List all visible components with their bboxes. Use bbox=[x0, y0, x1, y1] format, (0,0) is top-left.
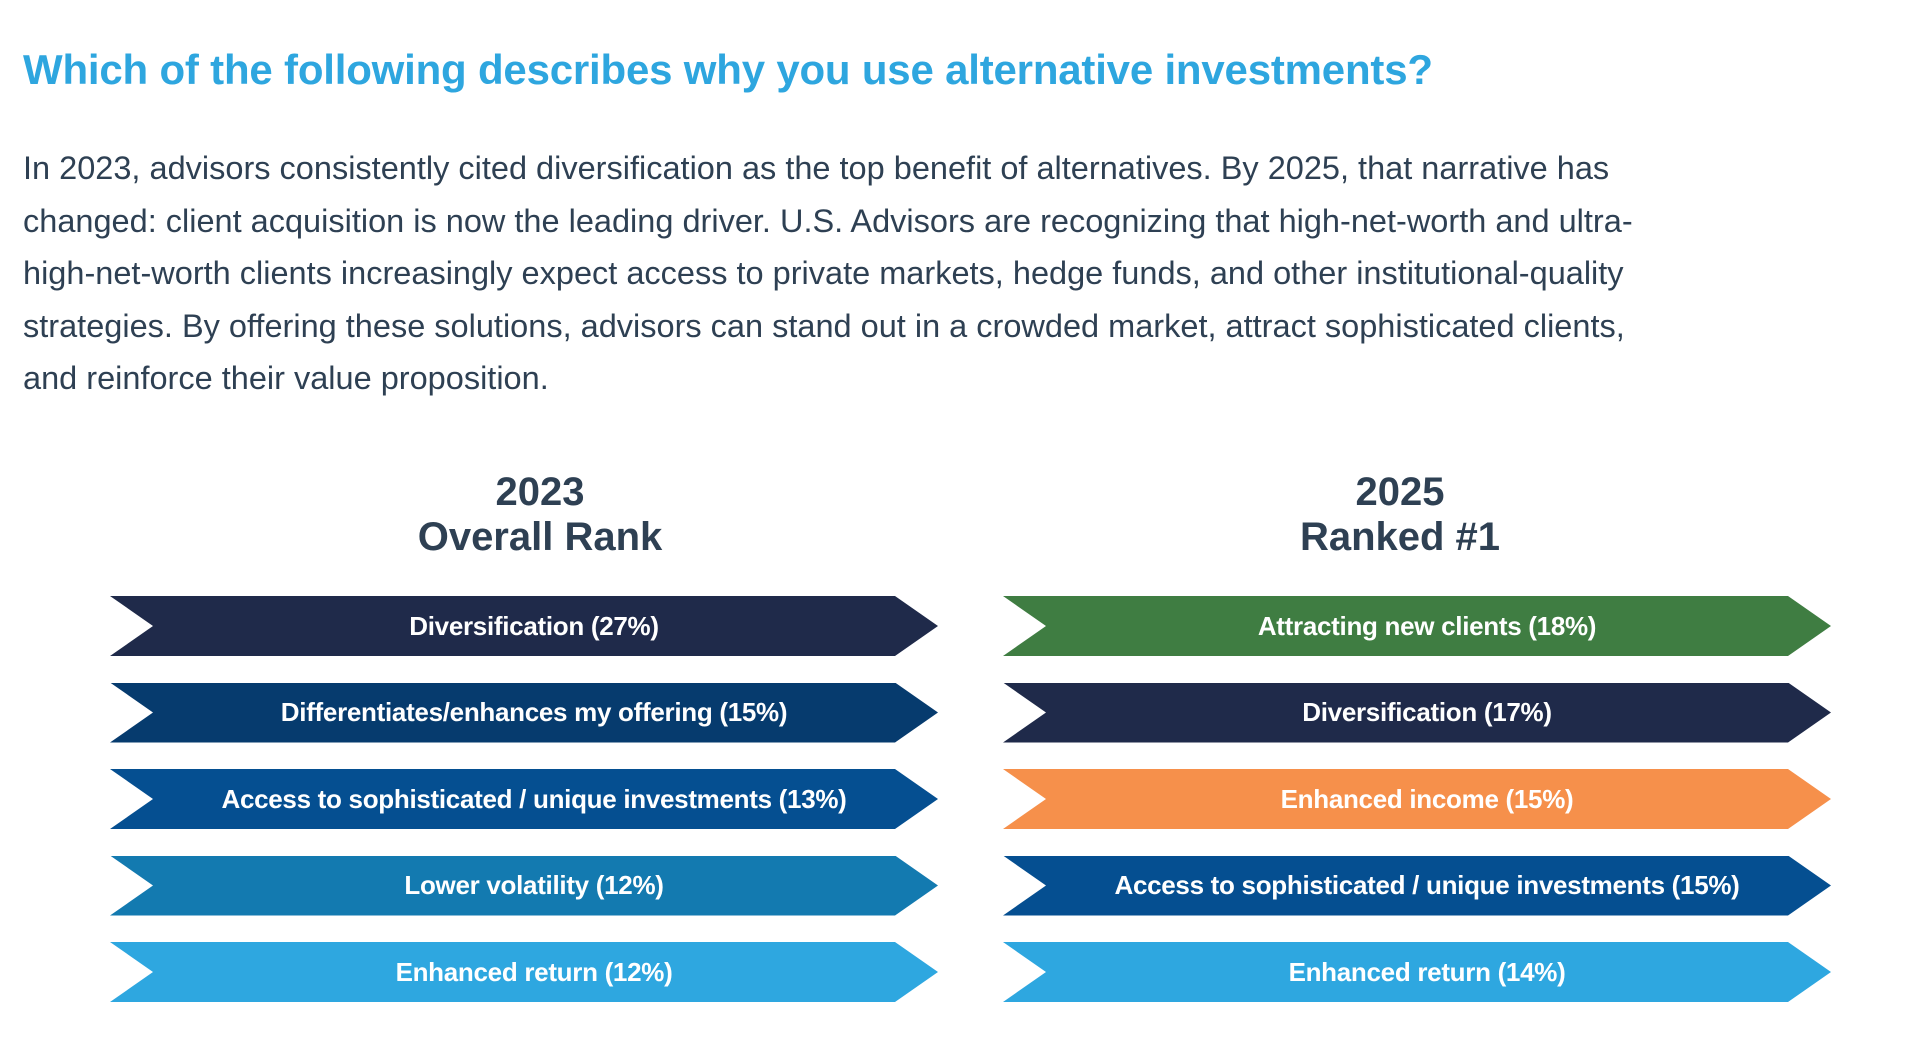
column-subtitle: Ranked #1 bbox=[1299, 515, 1501, 559]
intro-line: high-net-worth clients increasingly expe… bbox=[23, 255, 1624, 292]
intro-line: changed: client acquisition is now the l… bbox=[23, 202, 1633, 239]
rank-arrow-bar: Differentiates/enhances my offering (15%… bbox=[110, 683, 938, 743]
rank-arrow-bar: Diversification (17%) bbox=[1003, 683, 1831, 743]
ranking-list-2023: Diversification (27%) Differentiates/enh… bbox=[110, 596, 938, 1029]
column-subtitle: Overall Rank bbox=[417, 515, 663, 559]
rank-arrow-bar: Enhanced return (14%) bbox=[1003, 942, 1831, 1002]
rank-arrow-bar: Enhanced income (15%) bbox=[1003, 769, 1831, 829]
intro-line: strategies. By offering these solutions,… bbox=[23, 307, 1625, 344]
bar-label: Enhanced return (12%) bbox=[395, 956, 673, 987]
rank-arrow-bar: Lower volatility (12%) bbox=[110, 856, 938, 916]
bar-label: Access to sophisticated / unique investm… bbox=[1114, 870, 1740, 900]
rank-arrow-bar: Diversification (27%) bbox=[110, 596, 938, 656]
column-year: 2023 bbox=[495, 470, 585, 514]
bar-label: Diversification (17%) bbox=[1302, 697, 1552, 727]
bar-label: Access to sophisticated / unique investm… bbox=[221, 783, 847, 814]
bar-label: Enhanced income (15%) bbox=[1280, 783, 1574, 814]
bar-label: Attracting new clients (18%) bbox=[1257, 610, 1597, 641]
bar-label: Enhanced return (14%) bbox=[1288, 956, 1566, 987]
column-year: 2025 bbox=[1355, 470, 1445, 514]
page-title: Which of the following describes why you… bbox=[23, 46, 1433, 93]
intro-line: In 2023, advisors consistently cited div… bbox=[23, 150, 1610, 186]
column-header-2025: 2025 Ranked #1 bbox=[1100, 470, 1700, 560]
column-header-2023: 2023 Overall Rank bbox=[240, 470, 840, 560]
bar-label: Lower volatility (12%) bbox=[404, 870, 664, 900]
intro-paragraph: In 2023, advisors consistently cited div… bbox=[23, 142, 1903, 405]
rank-arrow-bar: Enhanced return (12%) bbox=[110, 942, 938, 1002]
ranking-list-2025: Attracting new clients (18%) Diversifica… bbox=[1003, 596, 1831, 1029]
rank-arrow-bar: Access to sophisticated / unique investm… bbox=[110, 769, 938, 829]
intro-line: and reinforce their value proposition. bbox=[23, 360, 549, 397]
rank-arrow-bar: Attracting new clients (18%) bbox=[1003, 596, 1831, 656]
bar-label: Diversification (27%) bbox=[409, 610, 659, 641]
bar-label: Differentiates/enhances my offering (15%… bbox=[280, 697, 788, 727]
rank-arrow-bar: Access to sophisticated / unique investm… bbox=[1003, 856, 1831, 916]
